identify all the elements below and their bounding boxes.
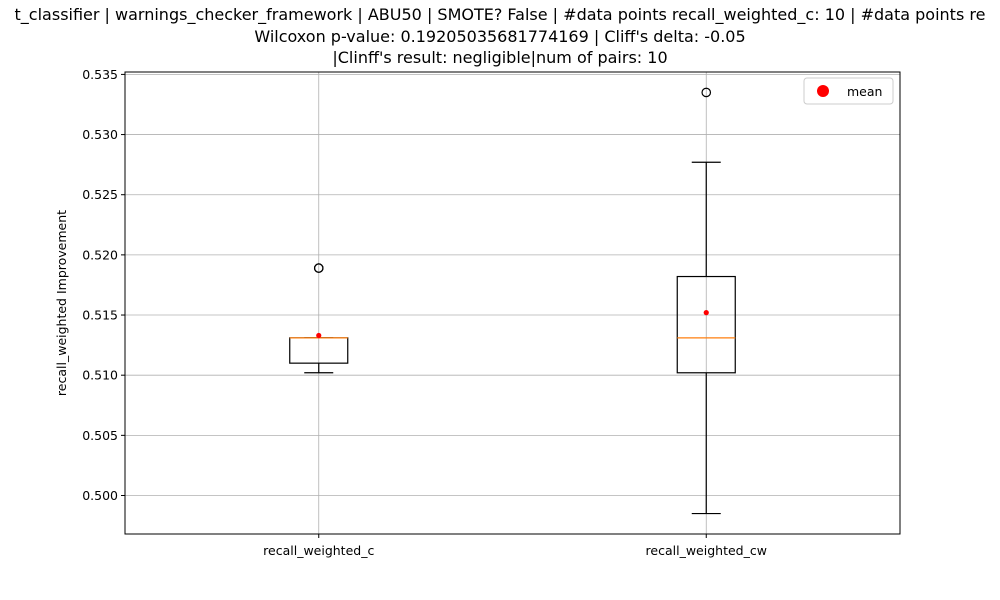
mean-point (703, 310, 709, 316)
legend: mean (803, 77, 894, 105)
y-axis-label: recall_weighted Improvement (54, 210, 69, 396)
mean-point (316, 332, 322, 339)
outlier-point-1 (313, 263, 324, 273)
legend-marker-0 (817, 85, 829, 97)
y-tick-label-3: 0.515 (82, 308, 118, 323)
chart-title-line-1: t_classifier | warnings_checker_framewor… (14, 5, 986, 24)
y-tick-label-6: 0.530 (82, 127, 118, 142)
plot-frame (124, 71, 901, 535)
x-tick-label-1: recall_weighted_cw (646, 543, 767, 558)
legend-box (803, 77, 894, 105)
y-tick-label-7: 0.535 (82, 67, 118, 82)
iqr-box (676, 275, 736, 374)
box-group-recall_weighted_cw (676, 87, 736, 515)
chart-title-line-2: Wilcoxon p-value: 0.19205035681774169 | … (254, 27, 746, 46)
legend-label-0: mean (847, 84, 882, 99)
x-tick-label-0: recall_weighted_c (263, 543, 374, 558)
y-tick-label-5: 0.525 (82, 187, 118, 202)
y-tick-label-4: 0.520 (82, 247, 118, 262)
y-tick-label-1: 0.505 (82, 428, 118, 443)
y-tick-label-2: 0.510 (82, 368, 118, 383)
chart-title-line-3: |Clinff's result: negligible|num of pair… (332, 48, 668, 67)
box-group-recall_weighted_c (289, 263, 349, 374)
outlier-point-0 (701, 87, 712, 98)
y-tick-label-0: 0.500 (82, 488, 118, 503)
